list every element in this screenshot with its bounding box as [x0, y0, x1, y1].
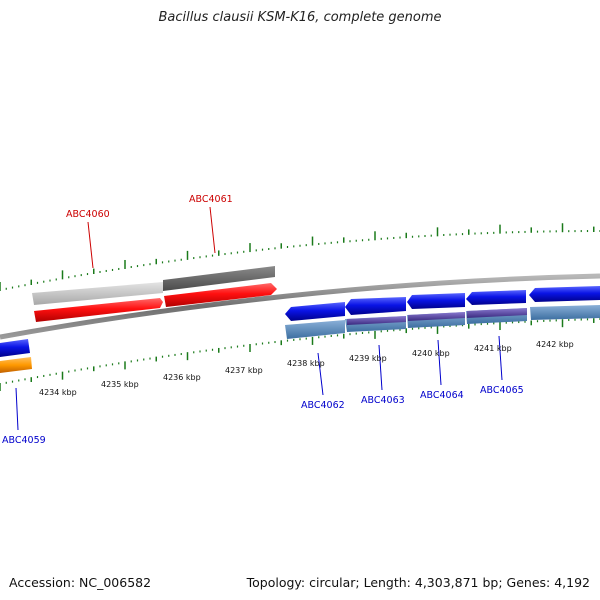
feature-ABC4059[interactable] [0, 339, 32, 373]
scale-labels: 4234 kbp 4235 kbp 4236 kbp 4237 kbp 4238… [39, 340, 574, 397]
gene-label-ABC4064[interactable]: ABC4064 [420, 390, 464, 401]
feature-next-right-arrow [529, 286, 600, 302]
feature-ABC4059-track [0, 357, 32, 373]
gene-label-ABC4059[interactable]: ABC4059 [2, 435, 46, 446]
feature-ABC4063[interactable] [345, 297, 406, 332]
feature-ABC4065-overlap [467, 308, 527, 318]
gene-label-ABC4060[interactable]: ABC4060 [66, 209, 110, 220]
feature-ABC4061[interactable] [163, 266, 277, 307]
gene-label-ABC4061[interactable]: ABC4061 [189, 194, 233, 205]
feature-ABC4062[interactable] [285, 302, 345, 339]
feature-ABC4063-overlap [347, 316, 406, 325]
outer-tick-ring [0, 223, 600, 291]
scale-label-4235: 4235 kbp [101, 380, 139, 389]
feature-next-right[interactable] [529, 286, 600, 320]
scale-label-4236: 4236 kbp [163, 373, 201, 382]
feature-ABC4060-arrow [34, 298, 163, 322]
feature-ABC4062-track [285, 320, 345, 339]
feature-next-right-track [530, 305, 600, 320]
gene-label-ABC4063[interactable]: ABC4063 [361, 395, 405, 406]
leader-lines-minus [87, 206, 216, 269]
scale-label-4234: 4234 kbp [39, 388, 77, 397]
feature-ABC4061-track [163, 266, 275, 291]
leader-lines [15, 335, 503, 431]
accession-label: Accession: NC_006582 [9, 575, 152, 590]
genome-backbone [0, 273, 600, 340]
feature-ABC4065-arrow [466, 290, 526, 305]
feature-ABC4059-arrow [0, 339, 30, 357]
scale-label-4237: 4237 kbp [225, 366, 263, 375]
scale-label-4239: 4239 kbp [349, 354, 387, 363]
feature-ABC4064-arrow [407, 293, 465, 309]
feature-ABC4062-arrow [285, 302, 345, 321]
feature-ABC4060-track [32, 282, 163, 305]
feature-ABC4064-overlap [408, 312, 465, 321]
feature-ABC4065[interactable] [466, 290, 527, 324]
scale-label-4242: 4242 kbp [536, 340, 574, 349]
feature-ABC4064[interactable] [407, 293, 465, 328]
gene-labels: ABC4059 ABC4060 ABC4061 ABC4062 ABC4063 … [2, 194, 524, 446]
gene-label-ABC4065[interactable]: ABC4065 [480, 385, 524, 396]
gene-label-ABC4062[interactable]: ABC4062 [301, 400, 345, 411]
genome-summary: Topology: circular; Length: 4,303,871 bp… [246, 575, 590, 590]
scale-label-4240: 4240 kbp [412, 349, 450, 358]
scale-label-4241: 4241 kbp [474, 344, 512, 353]
scale-label-4238: 4238 kbp [287, 359, 325, 368]
feature-ABC4063-arrow [345, 297, 406, 315]
feature-ABC4061-arrow [164, 283, 277, 307]
map-title: Bacillus clausii KSM-K16, complete genom… [158, 10, 442, 25]
feature-ABC4060[interactable] [32, 282, 163, 322]
